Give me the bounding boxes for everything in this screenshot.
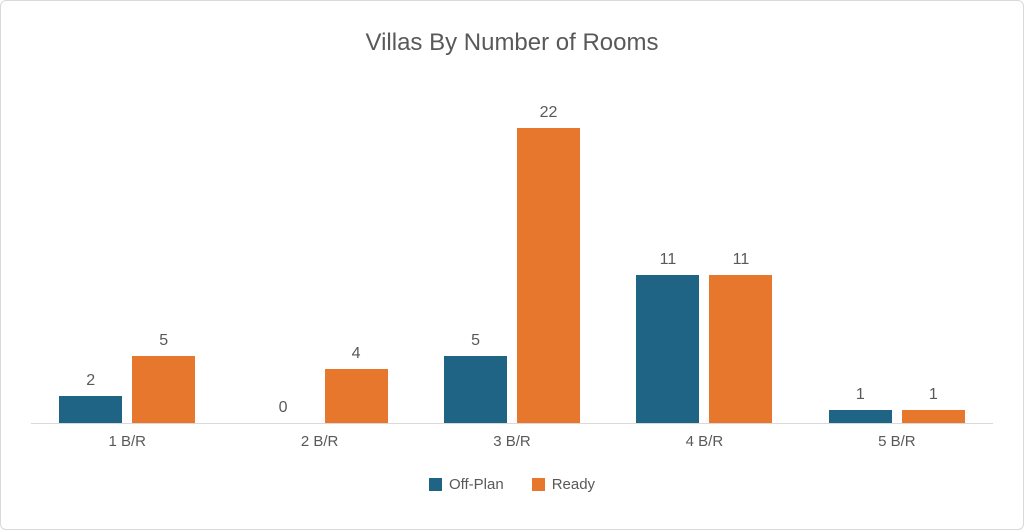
bar-off-plan-4br xyxy=(636,275,700,423)
x-axis-label: 3 B/R xyxy=(493,433,531,450)
bar-value-label: 2 xyxy=(86,372,96,389)
legend-swatch-ready-icon xyxy=(531,478,545,491)
legend: Off-Plan Ready xyxy=(1,476,1023,493)
bar-ready-1br xyxy=(132,356,196,423)
legend-item-off-plan: Off-Plan xyxy=(428,476,504,493)
bar-ready-2br xyxy=(324,369,388,423)
legend-swatch-off-plan-icon xyxy=(428,478,442,491)
bar-value-label: 5 xyxy=(471,332,480,349)
x-axis-label: 2 B/R xyxy=(300,433,339,450)
bar-off-plan-5br xyxy=(828,410,892,423)
x-axis-label: 1 B/R xyxy=(108,433,146,450)
legend-item-ready: Ready xyxy=(531,476,596,493)
bar-ready-3br xyxy=(517,128,581,423)
plot-area: 2 5 0 4 5 22 11 11 1 1 xyxy=(31,71,993,424)
bar-value-label: 11 xyxy=(659,251,677,268)
bar-value-label: 1 xyxy=(855,386,865,403)
bar-group-3br: 5 22 xyxy=(416,104,608,423)
x-axis-label: 4 B/R xyxy=(685,433,724,450)
x-axis-label: 5 B/R xyxy=(878,433,916,450)
bar-ready-4br xyxy=(709,275,773,423)
x-axis-labels: 1 B/R 2 B/R 3 B/R 4 B/R 5 B/R xyxy=(31,424,993,450)
bar-value-label: 0 xyxy=(278,399,288,416)
bar-value-label: 22 xyxy=(539,104,558,121)
bar-value-label: 11 xyxy=(732,251,750,268)
bar-off-plan-1br xyxy=(59,396,123,423)
bar-group-4br: 11 11 xyxy=(608,251,800,423)
bar-value-label: 5 xyxy=(159,332,169,349)
bar-value-label: 1 xyxy=(928,386,938,403)
legend-label-off-plan: Off-Plan xyxy=(448,476,504,493)
bar-ready-5br xyxy=(901,410,965,423)
bar-off-plan-3br xyxy=(444,356,508,423)
bar-value-label: 4 xyxy=(351,345,361,362)
legend-label-ready: Ready xyxy=(551,476,596,493)
chart-title: Villas By Number of Rooms xyxy=(365,29,659,56)
